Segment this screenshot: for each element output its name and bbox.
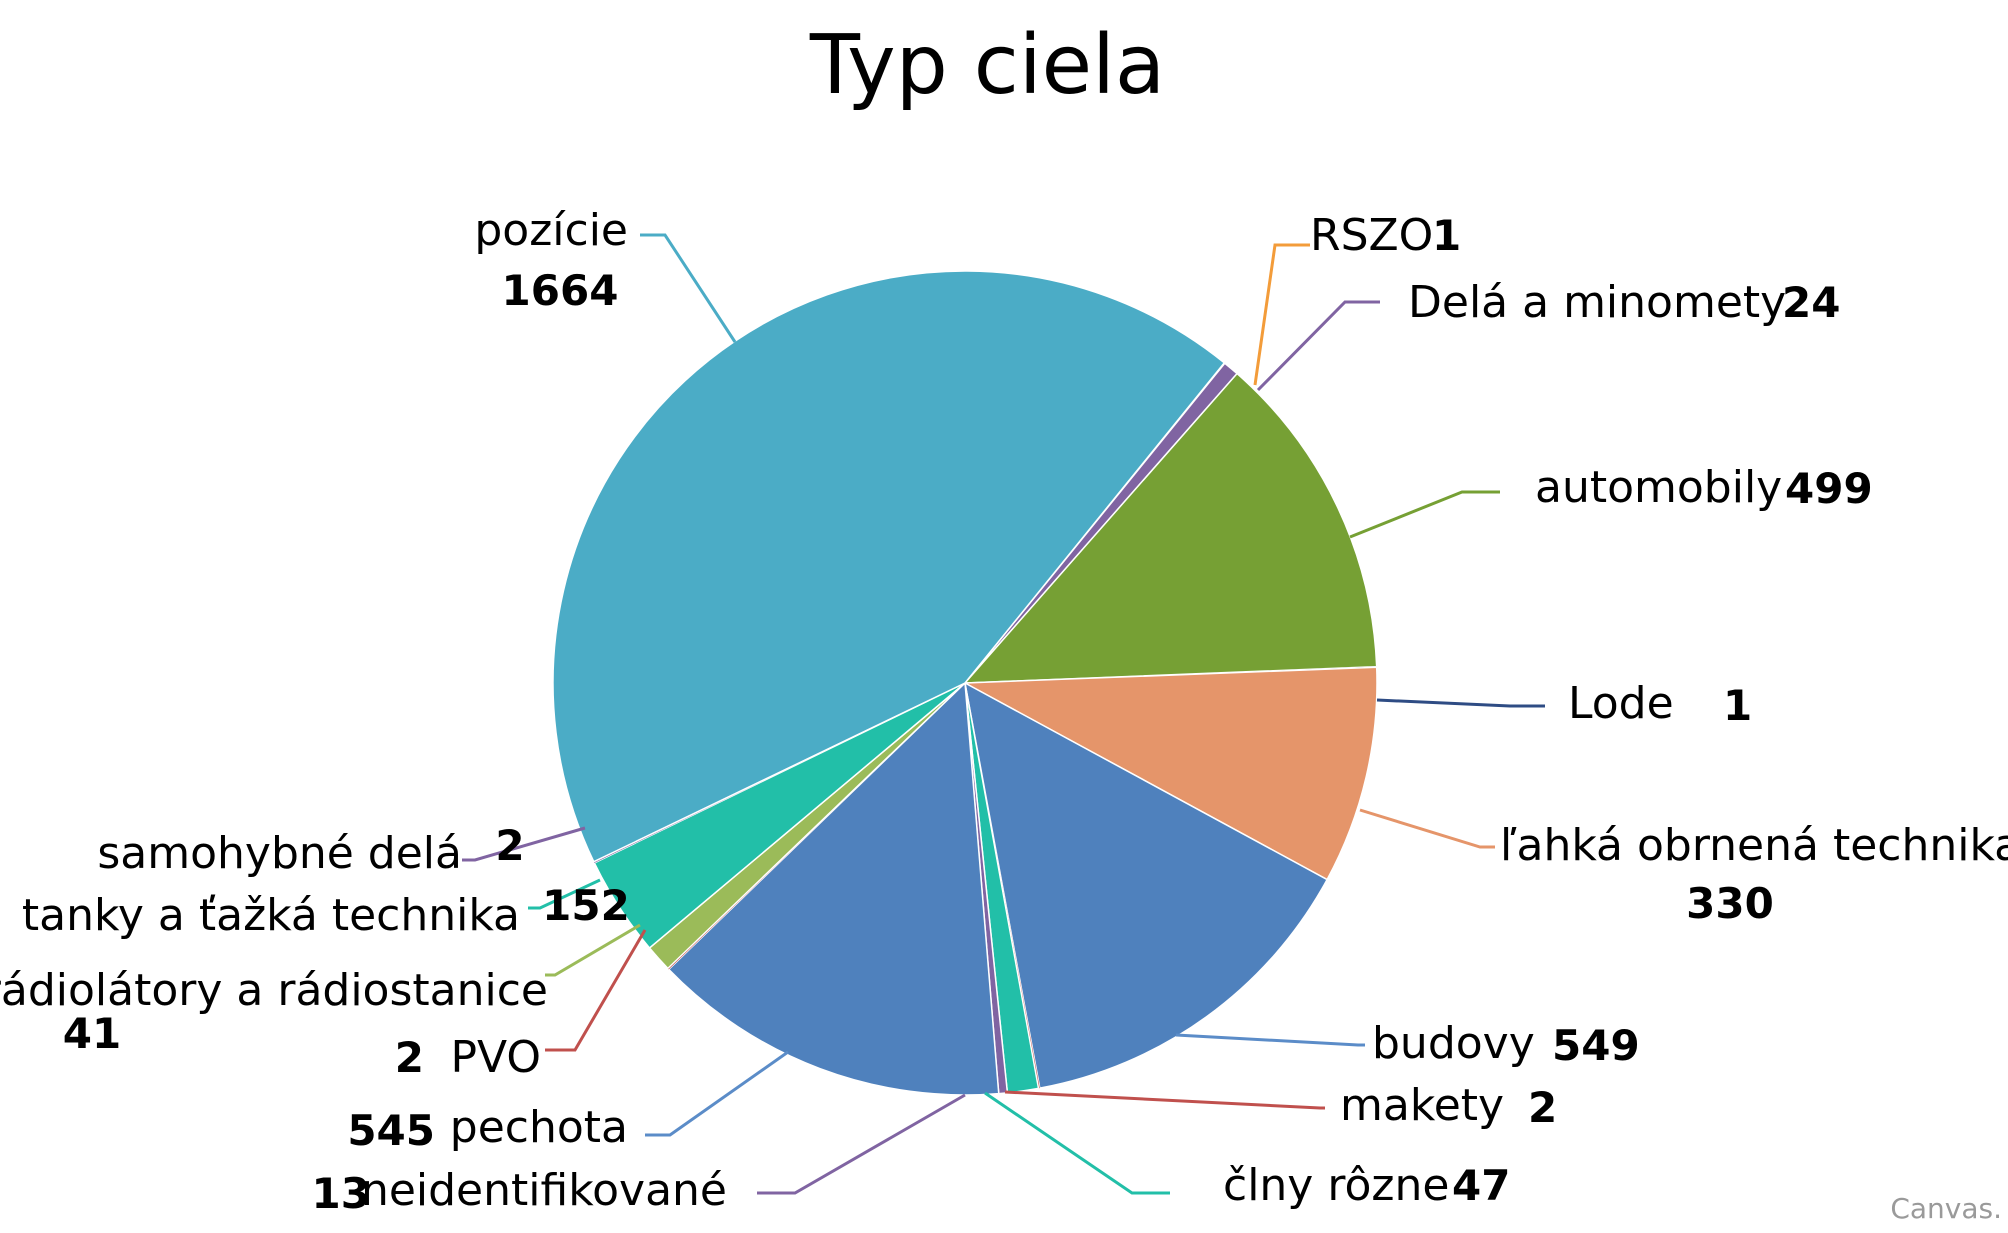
watermark-text: Canvas. bbox=[1890, 1192, 2002, 1225]
leader-line-8 bbox=[757, 1093, 966, 1195]
slice-value-1: 24 bbox=[1782, 278, 1840, 327]
pie-slice-14 bbox=[552, 270, 1226, 863]
slice-value-13: 2 bbox=[495, 821, 524, 870]
slice-label-7: člny rôzne bbox=[1223, 1160, 1449, 1211]
slice-label-1: Delá a minomety bbox=[1408, 277, 1786, 328]
slice-label-6: makety bbox=[1340, 1080, 1504, 1131]
leader-line-5 bbox=[1175, 1033, 1365, 1047]
slice-label-11: rádiolátory a rádiostanice bbox=[0, 965, 548, 1016]
leader-line-12 bbox=[528, 878, 601, 910]
pie-slice-2 bbox=[963, 372, 1378, 684]
leader-line-7 bbox=[984, 1091, 1170, 1195]
leader-line-2 bbox=[1349, 490, 1500, 539]
leader-line-14 bbox=[640, 233, 737, 343]
slice-value-6: 2 bbox=[1528, 1083, 1557, 1132]
slice-value-2: 499 bbox=[1785, 464, 1873, 513]
slice-label-0: RSZO bbox=[1310, 210, 1433, 261]
pie-slice-4 bbox=[962, 666, 1378, 881]
slice-value-3: 1 bbox=[1723, 681, 1752, 730]
slice-label-3: Lode bbox=[1568, 678, 1674, 729]
slice-label-5: budovy bbox=[1372, 1018, 1535, 1069]
slice-value-14: 1664 bbox=[502, 266, 619, 315]
slice-label-10: PVO bbox=[451, 1032, 542, 1083]
slice-value-9: 545 bbox=[347, 1106, 435, 1155]
slice-value-8: 13 bbox=[312, 1169, 370, 1218]
leader-line-9 bbox=[645, 1050, 789, 1137]
slice-label-14: pozície bbox=[474, 205, 628, 256]
slice-value-11: 41 bbox=[63, 1009, 121, 1058]
leader-line-4 bbox=[1359, 808, 1495, 849]
slice-label-9: pechota bbox=[450, 1102, 628, 1153]
slice-label-8: neidentifikované bbox=[361, 1165, 727, 1216]
slice-label-4: ľahká obrnená technika bbox=[1500, 820, 2008, 871]
slice-value-10: 2 bbox=[395, 1033, 424, 1082]
slice-value-12: 152 bbox=[542, 881, 630, 930]
slice-value-7: 47 bbox=[1452, 1161, 1510, 1210]
leader-line-1 bbox=[1256, 300, 1380, 392]
leader-line-11 bbox=[545, 923, 641, 977]
leader-line-10 bbox=[545, 929, 647, 1052]
pie-slice-12 bbox=[593, 682, 966, 950]
pie-slice-9 bbox=[667, 681, 1000, 1096]
slice-label-12: tanky a ťažká technika bbox=[22, 890, 520, 941]
pie-slices bbox=[552, 270, 1378, 1096]
leader-lines bbox=[462, 233, 1545, 1195]
leader-line-0 bbox=[1253, 243, 1310, 386]
slice-label-13: samohybné delá bbox=[97, 828, 462, 879]
leader-line-3 bbox=[1376, 698, 1545, 708]
slice-value-4: 330 bbox=[1686, 879, 1774, 928]
leader-line-6 bbox=[1004, 1090, 1325, 1110]
chart-title: Typ ciela bbox=[809, 18, 1166, 113]
leader-line-13 bbox=[462, 826, 586, 862]
slice-value-5: 549 bbox=[1552, 1021, 1640, 1070]
pie-slice-5 bbox=[963, 681, 1329, 1090]
slice-value-0: 1 bbox=[1432, 211, 1461, 260]
slice-label-2: automobily bbox=[1535, 462, 1782, 513]
